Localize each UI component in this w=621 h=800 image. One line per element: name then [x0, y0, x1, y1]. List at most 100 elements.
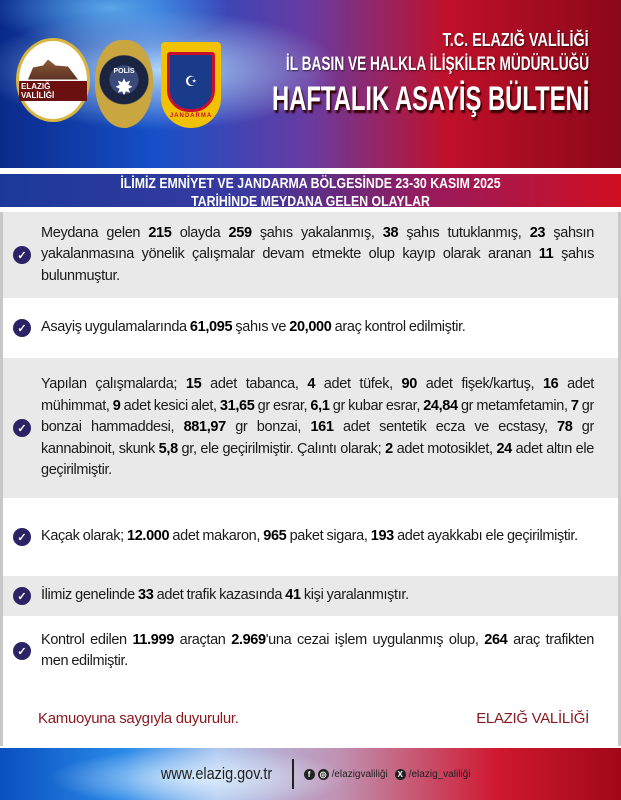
text-segment: gr kannabinoit, skunk [41, 419, 595, 457]
stat-value: 33 [138, 587, 154, 604]
text-segment: şahıs bulunmuştur. [41, 246, 594, 284]
page-title: HAFTALIK ASAYİŞ BÜLTENİ [271, 80, 589, 118]
stat-value: 965 [263, 528, 287, 545]
logo-label: ELAZIĞ VALİLİĞİ [19, 80, 87, 101]
text-segment: gr metamfetamin, [457, 397, 571, 414]
text-segment: adet fişek/kartuş, [416, 376, 543, 393]
text-segment: adet mühimmat, [41, 376, 594, 414]
text-segment: şahıs tutuklanmış, [398, 224, 530, 241]
star-icon: ✸ [115, 77, 133, 99]
list-item: ✓ Meydana gelen 215 olayda 259 şahıs yaka… [3, 212, 618, 298]
stat-value: 38 [382, 224, 399, 241]
stat-value: 881,97 [183, 419, 227, 436]
text-segment: gr esrar, [254, 397, 311, 414]
stat-value: 78 [557, 419, 573, 436]
website-link[interactable]: www.elazig.gov.tr [160, 764, 272, 783]
item-text: Kaçak olarak; 12.000 adet makaron, 965 p… [41, 526, 578, 548]
list-item: ✓ Asayiş uygulamalarında 61,095 şahıs ve … [3, 298, 618, 358]
bulletin-list: ✓ Meydana gelen 215 olayda 259 şahıs yaka… [0, 212, 621, 746]
closing-note: Kamuoyuna saygıyla duyurulur. [38, 710, 239, 727]
stat-value: 24 [496, 440, 512, 457]
header-banner: ELAZIĞ VALİLİĞİ POLİS ✸ ☪ JANDARMA T.C. EL… [0, 0, 621, 168]
text-segment: gr bonzai hammaddesi, [41, 397, 594, 436]
footer: www.elazig.gov.tr f ◎ /elazigvaliliği X … [0, 748, 621, 800]
elazig-valiligi-logo: ELAZIĞ VALİLİĞİ [16, 38, 90, 122]
stat-value: 2 [385, 440, 393, 457]
text-segment: gr kubar esrar, [329, 397, 424, 414]
text-segment: araç kontrol edilmiştir. [331, 319, 466, 336]
stat-value: 12.000 [126, 528, 170, 545]
header-line-1: T.C. ELAZIĞ VALİLİĞİ [442, 30, 589, 50]
check-circle-icon: ✓ [13, 642, 31, 660]
text-segment: gr bonzai, [225, 419, 311, 436]
stat-value: 193 [370, 528, 395, 545]
item-text: İlimiz genelinde 33 adet trafik kazasınd… [41, 585, 409, 607]
text-segment: paket sigara, [286, 528, 371, 545]
text-segment: kişi yaralanmıştır. [300, 587, 409, 604]
header-line-2: İL BASIN VE HALKLA İLİŞKİLER MÜDÜRLÜĞÜ [285, 54, 589, 75]
stat-value: 11.999 [132, 631, 174, 648]
stat-value: 16 [542, 376, 559, 393]
check-circle-icon: ✓ [13, 587, 31, 605]
social-links: f ◎ /elazigvaliliği X /elazig_valiliği [303, 768, 471, 780]
stat-value: 215 [148, 224, 172, 241]
text-segment: araç trafikten men edilmiştir. [41, 631, 595, 670]
stat-value: 161 [310, 419, 334, 436]
stat-value: 90 [401, 376, 418, 393]
instagram-icon[interactable]: ◎ [317, 768, 329, 780]
stat-value: 5,8 [158, 440, 178, 457]
subheader-line-1: İLİMİZ EMNİYET VE JANDARMA BÖLGESİNDE 23… [120, 175, 501, 192]
text-segment: adet kesici alet, [120, 397, 220, 414]
stat-value: 6,1 [310, 397, 330, 414]
stat-value: 11 [538, 246, 554, 263]
polis-logo: POLİS ✸ [95, 40, 153, 128]
logo-label: JANDARMA [169, 112, 213, 119]
item-text: Yapılan çalışmalarda; 15 adet tabanca, 4… [41, 374, 594, 482]
facebook-icon[interactable]: f [303, 768, 315, 780]
text-segment: adet trafik kazasında [153, 587, 286, 604]
stat-value: 264 [484, 631, 508, 648]
stat-value: 2.969 [231, 631, 266, 648]
stat-value: 7 [570, 397, 579, 414]
item-text: Meydana gelen 215 olayda 259 şahıs yakal… [41, 223, 594, 288]
text-segment: adet sentetik ecza ve ecstasy, [333, 419, 557, 436]
text-segment: adet tüfek, [315, 376, 402, 393]
text-segment: gr, ele geçirilmiştir. Çalıntı olarak; [177, 440, 386, 457]
social-handle-1[interactable]: /elazigvaliliği [331, 768, 388, 780]
text-segment: 'una cezai işlem uygulanmış olup, [265, 631, 485, 648]
castle-icon [28, 59, 78, 80]
closing: Kamuoyuna saygıyla duyurulur. ELAZIĞ VAL… [38, 710, 589, 727]
list-item: ✓ İlimiz genelinde 33 adet trafik kazasın… [3, 576, 618, 616]
stat-value: 24,84 [423, 397, 458, 414]
crescent-star-icon: ☪ [167, 51, 215, 112]
stat-value: 259 [228, 224, 253, 241]
text-segment: şahıs ve [232, 319, 290, 336]
stat-value: 9 [112, 397, 121, 414]
check-circle-icon: ✓ [13, 419, 31, 437]
text-segment: Meydana gelen [41, 224, 149, 241]
x-icon[interactable]: X [394, 768, 406, 780]
divider [291, 759, 294, 789]
logo-label: POLİS [113, 68, 135, 75]
text-segment: şahsın yakalanmasına yönelik çalışmalar … [41, 224, 594, 263]
text-segment: Kaçak olarak; [41, 528, 127, 545]
text-segment: adet makaron, [169, 528, 264, 545]
check-circle-icon: ✓ [13, 319, 31, 337]
text-segment: adet motosiklet, [392, 440, 497, 457]
text-segment: Kontrol edilen [41, 631, 133, 648]
subheader-band [0, 171, 621, 207]
list-item: ✓ Yapılan çalışmalarda; 15 adet tabanca, … [3, 358, 618, 498]
signature: ELAZIĞ VALİLİĞİ [476, 710, 589, 727]
text-segment: Asayiş uygulamalarında [41, 319, 190, 336]
list-item: ✓ Kontrol edilen 11.999 araçtan 2.969'una… [3, 616, 618, 686]
text-segment: adet tabanca, [201, 376, 308, 393]
check-circle-icon: ✓ [13, 246, 31, 264]
stat-value: 4 [307, 376, 316, 393]
stat-value: 15 [185, 376, 202, 393]
check-circle-icon: ✓ [13, 528, 31, 546]
stat-value: 41 [285, 587, 301, 604]
text-segment: İlimiz genelinde [41, 587, 139, 604]
social-handle-2[interactable]: /elazig_valiliği [408, 768, 471, 780]
text-segment: Yapılan çalışmalarda; [41, 376, 186, 393]
stat-value: 31,65 [219, 397, 255, 414]
